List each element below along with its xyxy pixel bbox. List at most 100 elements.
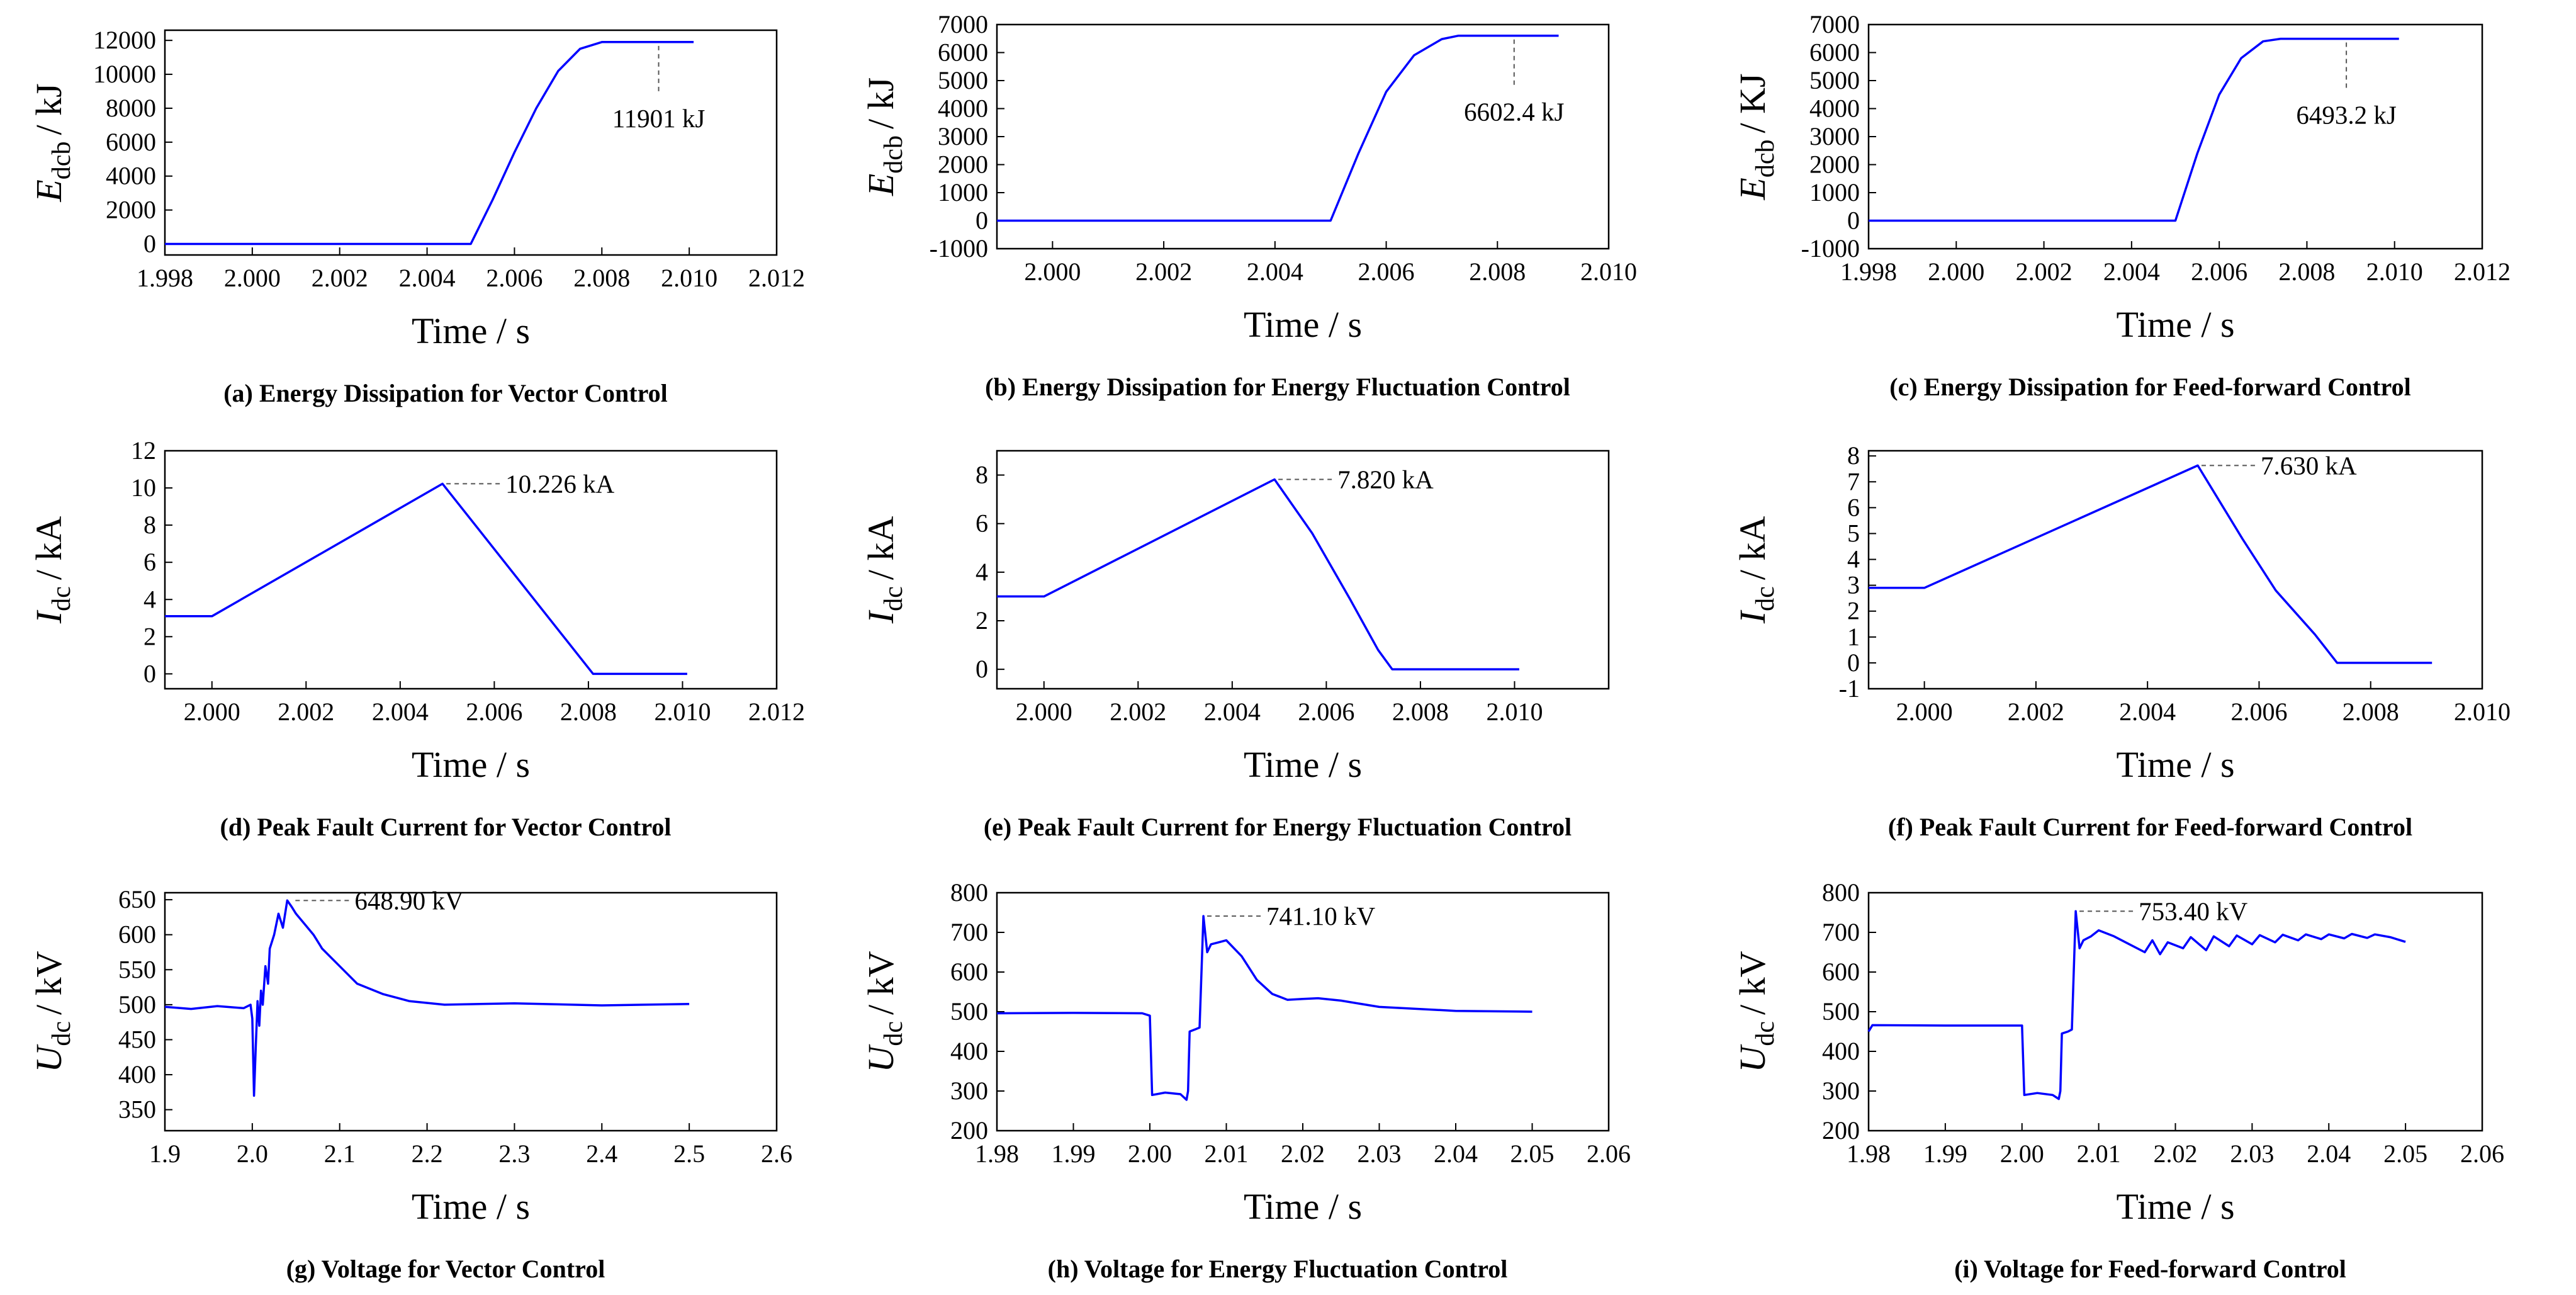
- x-tick-label: 2.02: [1281, 1139, 1325, 1168]
- y-axis-subscript: dc: [47, 1021, 76, 1046]
- y-axis-subscript: dcb: [1751, 139, 1780, 178]
- y-axis-subscript: dc: [1751, 1021, 1780, 1046]
- y-tick-label: 2: [143, 622, 156, 650]
- series-line-c: [1869, 37, 2399, 222]
- x-tick-label: 1.998: [1840, 257, 1897, 286]
- series-line-g: [164, 899, 690, 1097]
- plot-frame: [164, 29, 778, 256]
- y-tick-label: 5000: [938, 66, 988, 94]
- x-tick-label: 2.2: [412, 1139, 443, 1168]
- x-tick-label: 1.98: [975, 1139, 1019, 1168]
- x-tick-label: 2.0: [237, 1139, 268, 1168]
- y-tick-label: 6000: [1809, 38, 1860, 67]
- y-tick-label: 1000: [938, 178, 988, 206]
- panel-a: 1.998 2.000 2.002 2.004 2.006 2.008 2.010 2.012…: [28, 26, 805, 407]
- y-tick-label: 1: [1847, 623, 1860, 651]
- y-axis-subscript: dcb: [879, 135, 908, 174]
- x-tick-label: 2.002: [2016, 257, 2073, 286]
- y-tick-label: 1000: [1809, 178, 1860, 206]
- x-axis-title: Time / s: [2116, 304, 2234, 345]
- x-tick-label: 2.002: [2008, 698, 2064, 726]
- annotation-label: 7.820 kA: [1337, 465, 1434, 494]
- plot-frame: [164, 450, 778, 690]
- panel-caption: (g) Voltage for Vector Control: [286, 1255, 605, 1283]
- y-axis-unit: / kV: [860, 951, 901, 1015]
- x-tick-label: 2.004: [1247, 257, 1303, 286]
- y-axis-unit: / kA: [28, 516, 69, 580]
- y-axis-unit: / KJ: [1732, 73, 1773, 133]
- x-tick-label: 2.004: [399, 264, 456, 292]
- y-axis-subscript: dc: [879, 1021, 908, 1046]
- x-tick-label: 2.000: [1016, 698, 1072, 726]
- y-tick-label: 400: [950, 1037, 988, 1065]
- x-tick-label: 2.008: [1392, 698, 1449, 726]
- y-tick-label: 0: [1847, 648, 1860, 677]
- y-axis-unit: / kJ: [860, 77, 901, 129]
- plot-frame: [164, 891, 778, 1132]
- plot-frame: [1867, 450, 2483, 690]
- x-tick-label: 2.008: [2343, 698, 2399, 726]
- y-axis-subscript: dc: [47, 586, 76, 611]
- y-axis-title: Udc / kV: [860, 951, 908, 1072]
- series-line-e: [997, 478, 1519, 670]
- y-tick-label: 5: [1847, 519, 1860, 547]
- x-tick-label: 2.004: [2119, 698, 2176, 726]
- y-tick-label: 300: [1822, 1077, 1860, 1105]
- y-tick-label: 300: [950, 1077, 988, 1105]
- y-tick-label: 200: [1822, 1116, 1860, 1145]
- series-line-a: [165, 41, 694, 246]
- annotation-label: 753.40 kV: [2139, 896, 2248, 925]
- y-tick-label: -1000: [930, 234, 988, 263]
- y-axis-title: Udc / kV: [1732, 951, 1780, 1072]
- x-tick-label: 2.01: [2077, 1139, 2121, 1168]
- y-tick-label: 600: [950, 958, 988, 986]
- x-tick-label: 2.00: [1128, 1139, 1172, 1168]
- y-tick-label: 3: [1847, 571, 1860, 599]
- x-tick-label: 2.010: [661, 264, 717, 292]
- y-axis-title: Edcb / kJ: [28, 83, 76, 202]
- x-tick-label: 2.002: [312, 264, 368, 292]
- x-tick-label: 2.4: [586, 1139, 617, 1168]
- series-line-f: [1869, 464, 2433, 664]
- x-tick-label: 2.002: [278, 698, 334, 726]
- y-tick-label: 7000: [1809, 10, 1860, 38]
- x-tick-label: 2.010: [1486, 698, 1543, 726]
- panel-f: 2.000 2.002 2.004 2.006 2.008 2.010-101234567…: [1732, 441, 2511, 841]
- y-axis-unit: / kA: [860, 516, 901, 580]
- x-tick-label: 2.03: [2230, 1139, 2274, 1168]
- x-tick-label: 2.06: [2460, 1139, 2504, 1168]
- y-tick-label: 6: [976, 509, 988, 538]
- x-axis-title: Time / s: [1244, 1186, 1362, 1227]
- x-tick-label: 2.006: [486, 264, 543, 292]
- y-tick-label: 500: [950, 997, 988, 1026]
- y-tick-label: 500: [1822, 997, 1860, 1026]
- x-tick-label: 2.012: [748, 698, 805, 726]
- y-tick-label: 350: [118, 1095, 156, 1124]
- x-tick-label: 1.98: [1847, 1139, 1891, 1168]
- y-tick-label: 800: [1822, 878, 1860, 907]
- x-tick-label: 2.006: [1298, 698, 1354, 726]
- y-axis-title: Idc / kA: [860, 516, 908, 625]
- y-axis-subscript: dc: [1751, 586, 1780, 611]
- x-tick-label: 2.6: [761, 1139, 792, 1168]
- series-line-b: [997, 34, 1559, 222]
- panel-h: 1.98 1.99 2.00 2.01 2.02 2.03 2.04 2.05 2.06 200 3…: [860, 878, 1631, 1283]
- panel-b: 2.000 2.002 2.004 2.006 2.008 2.010 -100001000…: [860, 10, 1637, 401]
- annotation-label: 6602.4 kJ: [1464, 98, 1565, 127]
- annotation-label: 741.10 kV: [1266, 902, 1376, 930]
- y-axis-title: Idc / kA: [1732, 516, 1780, 625]
- annotation-label: 6493.2 kJ: [2296, 101, 2397, 130]
- panel-i: 1.98 1.99 2.00 2.01 2.02 2.03 2.04 2.05 2.06 200 3…: [1732, 878, 2504, 1283]
- x-tick-label: 2.000: [1896, 698, 1953, 726]
- y-tick-label: 8000: [106, 94, 156, 122]
- y-tick-label: 6000: [106, 128, 156, 156]
- y-tick-label: 4: [976, 558, 988, 586]
- x-tick-label: 2.008: [1469, 257, 1526, 286]
- x-tick-label: 2.000: [224, 264, 281, 292]
- y-tick-label: 200: [950, 1116, 988, 1145]
- y-axis-title: Idc / kA: [28, 516, 76, 625]
- y-tick-label: 2000: [1809, 150, 1860, 179]
- y-tick-label: 3000: [1809, 122, 1860, 150]
- y-tick-label: 12000: [93, 26, 156, 54]
- y-tick-label: 7: [1847, 467, 1860, 495]
